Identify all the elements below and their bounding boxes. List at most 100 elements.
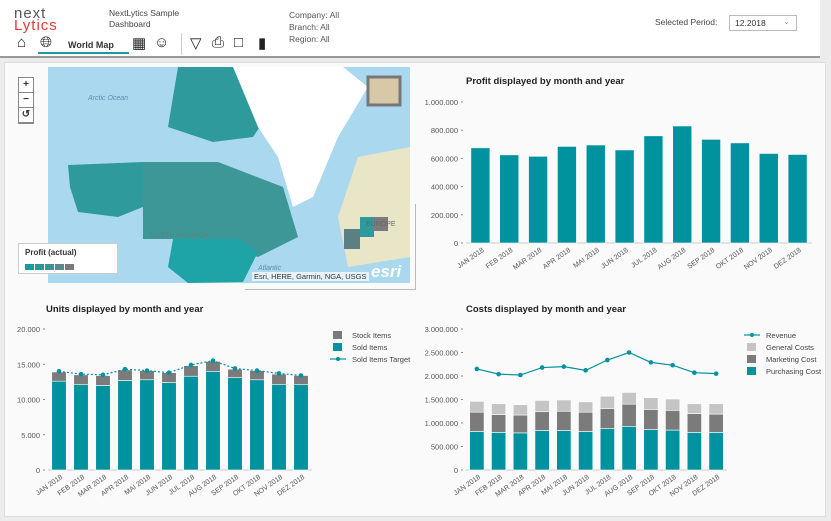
company-filter: Company: All	[289, 10, 340, 20]
data-point	[166, 370, 172, 376]
bar	[599, 395, 615, 409]
bar	[556, 410, 572, 431]
legend-label: General Costs	[766, 343, 814, 352]
data-point	[122, 366, 128, 372]
data-point	[670, 362, 675, 368]
canada	[143, 162, 298, 257]
chevron-down-icon: ⌄	[783, 17, 790, 26]
bar	[578, 401, 594, 413]
data-point	[539, 365, 545, 370]
bar	[708, 413, 724, 433]
legend-label: Purchasing Cost	[766, 367, 822, 376]
greenland	[233, 67, 368, 207]
y-tick-label: 200.000	[431, 211, 458, 220]
zoom-out-button[interactable]: −	[19, 93, 33, 107]
y-tick-label: 0	[36, 466, 40, 475]
bar	[469, 411, 485, 432]
bar	[758, 153, 779, 244]
y-tick-label: 600.000	[431, 154, 458, 163]
buildings-icon[interactable]: ▦	[132, 35, 147, 52]
data-point	[583, 368, 588, 373]
north-america-label: NORTH AMERICA	[150, 232, 208, 239]
y-tick-label: 1.000.000	[425, 419, 458, 428]
bar	[621, 392, 637, 405]
print-icon[interactable]: ⎙	[212, 34, 225, 51]
map-shapes	[68, 67, 410, 283]
period-label: Selected Period:	[655, 17, 718, 27]
y-tick-label: 800.000	[431, 126, 458, 135]
bar	[578, 411, 594, 432]
region-filter: Region: All	[289, 34, 330, 44]
legend-swatch	[25, 264, 34, 270]
legend-label: Revenue	[766, 331, 796, 340]
legend-swatch	[65, 264, 74, 270]
map-attribution: Esri, HERE, Garmin, NGA, USGS	[252, 272, 369, 281]
bar	[512, 404, 528, 416]
basemap-toggle[interactable]	[366, 75, 402, 107]
bar	[787, 154, 808, 244]
data-point	[78, 371, 84, 377]
legend-swatch	[747, 343, 756, 351]
france	[344, 229, 360, 249]
bar	[643, 135, 664, 244]
branch-filter: Branch: All	[289, 22, 330, 32]
europe-label: EUROPE	[366, 221, 396, 228]
data-point	[276, 371, 282, 376]
bar	[534, 430, 550, 471]
bar	[499, 154, 520, 244]
bar	[491, 432, 507, 471]
legend-label: Sold Items	[352, 343, 388, 352]
costs-chart-title: Costs displayed by month and year	[466, 304, 626, 315]
tab-world-map[interactable]: World Map	[38, 34, 129, 54]
arctic-ocean-label: Arctic Ocean	[88, 95, 129, 102]
header: next Lytics NextLytics Sample Dashboard C…	[0, 0, 820, 58]
users-icon[interactable]: ☺	[154, 34, 170, 51]
legend-swatch	[35, 264, 44, 270]
bar	[599, 428, 615, 471]
y-tick-label: 5.000	[21, 431, 40, 440]
zoom-in-button[interactable]: +	[19, 78, 33, 92]
period-select[interactable]: 12.2018 ⌄	[729, 15, 797, 31]
app-title: NextLytics Sample Dashboard	[109, 8, 180, 29]
data-point	[626, 350, 632, 355]
y-tick-label: 10.000	[17, 396, 40, 405]
bar	[491, 403, 507, 415]
series-line	[476, 351, 717, 376]
divider	[245, 289, 415, 290]
divider	[181, 33, 182, 55]
reset-view-icon[interactable]: ↺	[19, 108, 33, 122]
bar	[469, 431, 485, 471]
bar	[686, 413, 702, 433]
profit-chart-title: Profit displayed by month and year	[466, 76, 625, 87]
y-tick-label: 2.500.000	[425, 349, 458, 358]
data-point	[254, 368, 260, 373]
map-zoom-control: + − ↺	[18, 77, 34, 124]
globe-icon[interactable]: 🌐︎	[40, 34, 53, 51]
bar	[708, 403, 724, 415]
bar	[534, 400, 550, 413]
units-chart-title: Units displayed by month and year	[46, 304, 204, 315]
atlantic-label: Atlantic	[258, 265, 281, 272]
bar	[672, 125, 693, 244]
divider	[415, 204, 416, 290]
usa	[168, 239, 258, 283]
bar	[665, 410, 681, 431]
bar	[621, 425, 637, 471]
comments-icon[interactable]: □	[234, 34, 244, 51]
data-point	[474, 366, 480, 372]
bookmark-icon[interactable]: ▮	[258, 35, 267, 52]
y-tick-label: 400.000	[431, 183, 458, 192]
poland	[374, 217, 388, 231]
bar	[686, 403, 702, 414]
data-point	[496, 371, 501, 377]
y-tick-label: 2.000.000	[425, 372, 458, 381]
bar	[528, 155, 548, 244]
y-tick-label: 0	[454, 466, 458, 475]
filter-icon[interactable]: ▽	[190, 35, 202, 52]
bar	[643, 409, 659, 430]
home-icon[interactable]: ⌂	[17, 34, 27, 51]
y-tick-label: 0	[454, 239, 458, 248]
